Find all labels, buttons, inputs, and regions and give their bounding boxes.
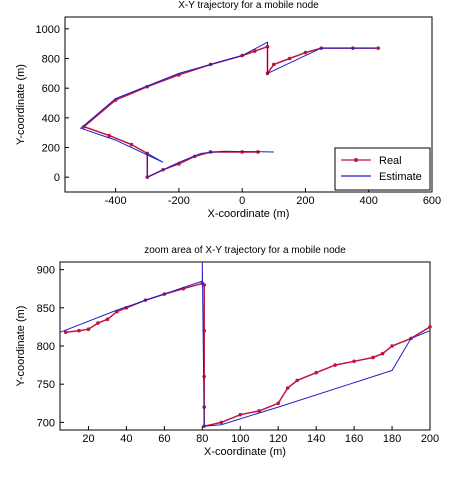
point	[285, 386, 290, 390]
chart-title: zoom area of X-Y trajectory for a mobile…	[144, 245, 346, 256]
point	[238, 412, 243, 417]
y-tick-label: 0	[54, 172, 60, 184]
x-tick-label: 160	[345, 433, 363, 445]
x-axis-label: X-coordinate (m)	[204, 446, 286, 458]
y-tick-label: 1000	[36, 24, 60, 36]
point	[129, 142, 134, 147]
x-tick-label: 60	[158, 433, 170, 445]
point	[202, 283, 207, 287]
point	[105, 317, 110, 322]
series-line	[59, 261, 431, 427]
x-tick-label: 600	[423, 195, 441, 207]
y-tick-label: 700	[37, 417, 55, 429]
x-tick-label: -400	[105, 195, 127, 207]
point	[390, 344, 394, 348]
point	[86, 327, 91, 332]
x-tick-label: 140	[307, 433, 325, 445]
x-tick-label: 200	[421, 433, 439, 445]
legend-marker	[354, 158, 358, 162]
point	[376, 46, 381, 50]
x-tick-label: 200	[296, 195, 314, 207]
y-tick-label: 400	[42, 113, 60, 125]
point	[272, 62, 276, 67]
point	[107, 133, 112, 138]
point	[380, 351, 385, 356]
chart-title: X-Y trajectory for a mobile node	[178, 0, 319, 11]
series-line	[79, 41, 376, 178]
point	[276, 401, 281, 406]
legend-label: Real	[379, 155, 402, 167]
point	[63, 330, 68, 335]
x-tick-label: 40	[120, 433, 132, 445]
x-tick-label: 80	[196, 433, 208, 445]
y-axis-label: Y-coordinate (m)	[15, 306, 27, 387]
x-axis-label: X-coordinate (m)	[208, 208, 290, 220]
x-tick-label: 120	[269, 433, 287, 445]
legend-box	[334, 147, 431, 191]
legend-label: Estimate	[379, 171, 422, 183]
point	[253, 49, 257, 53]
point	[314, 370, 318, 375]
x-tick-label: 180	[383, 433, 401, 445]
y-axis-label: Y-coordinate (m)	[15, 64, 27, 145]
y-tick-label: 900	[37, 265, 55, 277]
y-tick-label: 200	[42, 143, 60, 155]
point	[287, 56, 292, 61]
x-tick-label: 20	[82, 433, 94, 445]
y-tick-label: 800	[42, 54, 60, 66]
point	[371, 355, 375, 360]
y-tick-label: 850	[37, 303, 55, 315]
plot-area	[59, 261, 431, 431]
x-tick-label: 400	[360, 195, 378, 207]
point	[77, 328, 81, 333]
x-tick-label: 0	[239, 195, 245, 207]
point	[202, 374, 207, 379]
point	[428, 325, 432, 329]
point	[333, 363, 337, 367]
point	[352, 359, 356, 364]
x-tick-label: 100	[231, 433, 249, 445]
y-tick-label: 600	[42, 83, 60, 95]
point	[303, 50, 308, 55]
y-tick-label: 800	[37, 341, 55, 353]
point	[257, 409, 262, 413]
y-tick-label: 750	[37, 379, 55, 391]
point	[295, 378, 299, 383]
x-tick-label: -200	[168, 195, 190, 207]
point	[219, 420, 224, 425]
point	[96, 321, 100, 325]
